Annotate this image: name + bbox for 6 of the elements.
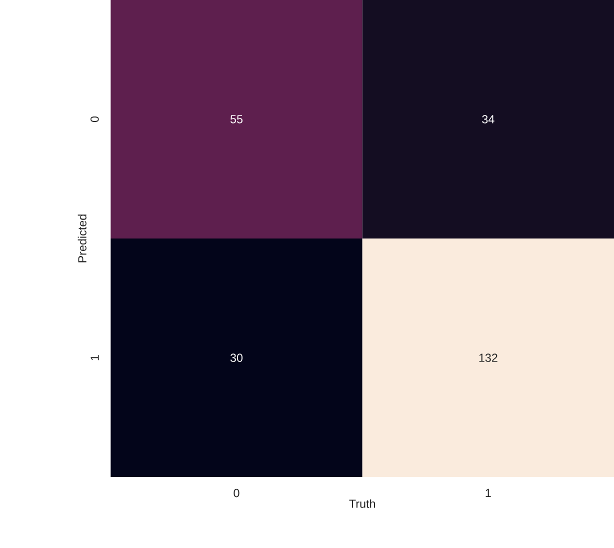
data-label: 30: [230, 354, 243, 362]
data-label: 132: [479, 354, 498, 362]
data-label: 55: [230, 115, 243, 124]
x-axis-title: Truth: [349, 499, 375, 508]
y-axis-title: Predicted: [78, 214, 86, 262]
data-label: 34: [482, 115, 494, 124]
